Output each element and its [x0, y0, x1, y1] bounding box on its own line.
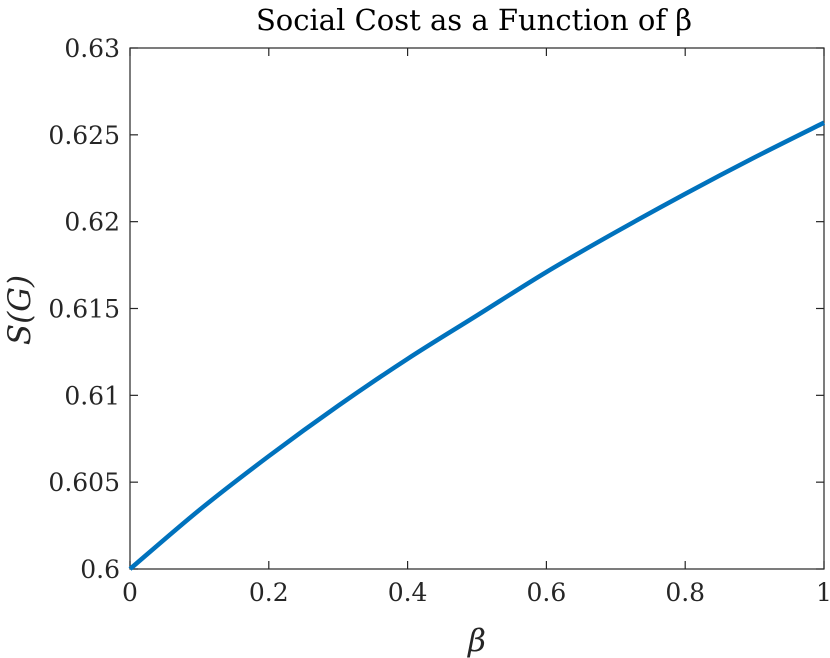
y-tick-label: 0.63 [64, 34, 120, 63]
y-tick-label: 0.62 [64, 208, 120, 237]
plot-border [129, 47, 825, 570]
series-line [128, 120, 826, 571]
y-axis: 0.6 0.605 0.61 0.615 0.62 0.625 0.63 [48, 34, 824, 584]
chart-title: Social Cost as a Function of β [256, 3, 692, 37]
x-tick-label: 0 [122, 578, 138, 607]
y-tick-label: 0.605 [48, 468, 120, 497]
y-tick-label: 0.615 [48, 295, 120, 324]
x-axis-label: β [467, 623, 486, 658]
y-tick-label: 0.6 [80, 555, 120, 584]
x-tick-label: 1 [816, 578, 830, 607]
x-tick-label: 0.4 [388, 578, 428, 607]
plot-frame [129, 47, 825, 570]
y-axis-label: S(G) [2, 275, 38, 345]
x-tick-label: 0.8 [665, 578, 705, 607]
x-tick-label: 0.2 [249, 578, 289, 607]
series-layer [128, 120, 826, 571]
y-tick-label: 0.625 [48, 121, 120, 150]
y-tick-label: 0.61 [64, 381, 120, 410]
x-tick-label: 0.6 [527, 578, 567, 607]
x-axis: 0 0.2 0.4 0.6 0.8 1 [122, 48, 830, 607]
